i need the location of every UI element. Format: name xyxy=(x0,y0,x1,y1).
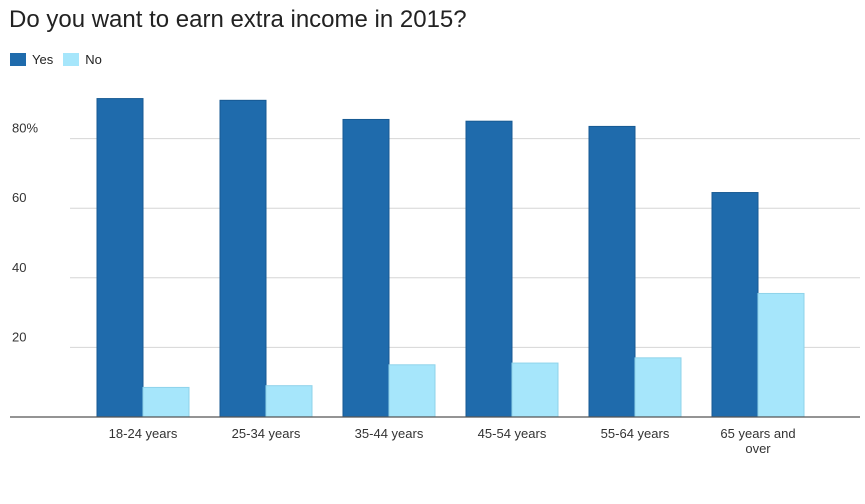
x-tick-label: 18-24 years xyxy=(109,426,178,441)
y-tick-label: 20 xyxy=(12,329,26,344)
y-tick-label: 80% xyxy=(12,121,38,136)
legend-item-no: No xyxy=(63,52,102,67)
legend-swatch-yes xyxy=(10,53,26,66)
bar-yes xyxy=(711,192,759,418)
bar-yes xyxy=(219,99,267,418)
bar-no xyxy=(511,362,559,418)
bar-no xyxy=(142,386,190,418)
bar-yes xyxy=(588,125,636,418)
bar-no xyxy=(388,364,436,418)
y-tick-label: 60 xyxy=(12,190,26,205)
bar-yes xyxy=(342,118,390,418)
x-tick-label: 45-54 years xyxy=(478,426,547,441)
x-tick-label: 65 years and over xyxy=(720,426,795,456)
bar-yes xyxy=(96,98,144,418)
x-tick-label: 25-34 years xyxy=(232,426,301,441)
bar-no xyxy=(634,357,682,418)
legend-swatch-no xyxy=(63,53,80,66)
chart-title: Do you want to earn extra income in 2015… xyxy=(9,6,467,33)
legend-item-yes: Yes xyxy=(10,52,53,67)
bar-no xyxy=(757,292,805,418)
x-tick-label: 55-64 years xyxy=(601,426,670,441)
bar-yes xyxy=(465,120,513,418)
y-tick-label: 40 xyxy=(12,260,26,275)
x-tick-label: 35-44 years xyxy=(355,426,424,441)
legend-label-no: No xyxy=(85,52,102,67)
legend-label-yes: Yes xyxy=(32,52,54,67)
legend: Yes No xyxy=(10,52,112,67)
bar-no xyxy=(265,385,313,418)
